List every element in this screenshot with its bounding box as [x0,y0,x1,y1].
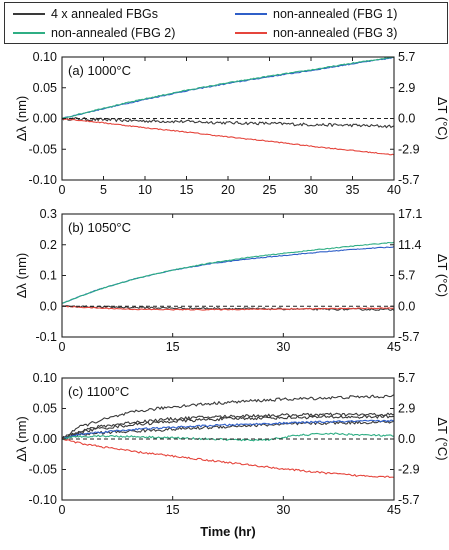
y-tick-label-2-2: 0.1 [40,269,57,283]
series-line-1-1 [61,116,395,129]
legend-item-fbg3: non-annealed (FBG 3) [235,24,397,42]
y-tick-label-2-1: 0.0 [40,299,57,313]
series-line-3-4 [61,420,395,440]
series-line-2-2 [61,246,395,304]
x-tick-label-1-3: 15 [180,183,194,197]
y-axis-label-2: Δλ (nm) [14,253,29,299]
y2-tick-label-2-0: -5.7 [398,330,420,344]
x-tick-label-1-1: 5 [100,183,107,197]
legend-label-fbg3: non-annealed (FBG 3) [273,26,398,40]
panel-1: 0 5 10 15 20 25 30 35 40 -0.10 -0.05 0.00 0.05 0.10 -5… [14,50,449,197]
x-tick-label-3-1: 15 [166,503,180,517]
y-tick-label-1-3: 0.05 [33,81,57,95]
series-line-2-1 [61,305,395,311]
y2-tick-label-3-0: -5.7 [398,493,420,507]
y-tick-label-3-1: -0.05 [29,463,58,477]
series-line-3-1 [61,394,395,440]
y2-tick-label-2-4: 17.1 [398,207,422,221]
y-tick-label-2-4: 0.3 [40,207,57,221]
series-line-3-7 [61,438,395,478]
legend: 4 x annealed FBGs non-annealed (FBG 1) n… [4,2,448,44]
y-tick-label-1-4: 0.10 [33,50,57,64]
series-line-3-3 [61,414,395,440]
panel-2: 0 15 30 45 -0.1 0.0 0.1 0.2 0.3 -5.7 0.0 5.7 11.4 17.… [14,207,449,354]
y2-tick-label-1-3: 2.9 [398,81,415,95]
series-line-1-4 [61,117,395,156]
y2-tick-label-3-1: -2.9 [398,463,420,477]
series-line-3-6 [61,432,395,442]
panel-3: 0 15 30 45 -0.10 -0.05 0.00 0.05 0.10 -5.7 -2.9 0.0… [14,371,449,517]
y2-axis-label-3: ΔT (°C) [435,417,449,460]
y-tick-label-3-2: 0.00 [33,432,57,446]
x-tick-label-1-7: 35 [346,183,360,197]
y2-tick-label-2-1: 0.0 [398,299,415,313]
y-axis-label-1: Δλ (nm) [14,96,29,142]
series-line-1-3 [61,56,395,119]
y2-tick-label-1-4: 5.7 [398,50,415,64]
y-tick-label-2-0: -0.1 [35,330,57,344]
y-tick-label-3-3: 0.05 [33,402,57,416]
legend-swatch-fbg2 [13,32,45,34]
x-tick-label-1-5: 25 [263,183,277,197]
x-tick-label-1-4: 20 [221,183,235,197]
y-tick-label-3-4: 0.10 [33,371,57,385]
legend-label-fbg2: non-annealed (FBG 2) [51,26,176,40]
x-tick-label-1-2: 10 [138,183,152,197]
y2-axis-label-1: ΔT (°C) [435,97,449,140]
y2-tick-label-2-3: 11.4 [398,238,421,252]
x-tick-label-1-8: 40 [387,183,401,197]
y2-tick-label-2-2: 5.7 [398,269,415,283]
series-line-2-3 [61,241,395,304]
x-tick-label-3-0: 0 [59,503,66,517]
y2-tick-label-3-4: 5.7 [398,371,415,385]
y2-tick-label-1-2: 0.0 [398,112,415,126]
x-tick-label-2-3: 45 [387,340,401,354]
y-tick-label-1-2: 0.00 [33,112,57,126]
y2-tick-label-1-1: -2.9 [398,142,420,156]
legend-swatch-fbg1 [235,13,267,15]
panel-title-2: (b) 1050°C [68,220,131,235]
x-tick-label-2-0: 0 [59,340,66,354]
y-tick-label-1-0: -0.10 [29,173,58,187]
y-tick-label-2-3: 0.2 [40,238,57,252]
y-axis-label-3: Δλ (nm) [14,416,29,462]
y-tick-label-3-0: -0.10 [29,493,58,507]
y-tick-label-1-1: -0.05 [29,142,58,156]
legend-item-annealed: 4 x annealed FBGs [13,5,158,23]
panel-title-3: (c) 1100°C [68,384,129,399]
y2-tick-label-3-2: 0.0 [398,432,415,446]
y2-axis-label-2: ΔT (°C) [435,254,449,297]
y2-tick-label-1-0: -5.7 [398,173,420,187]
legend-label-annealed: 4 x annealed FBGs [51,7,159,21]
legend-swatch-fbg3 [235,32,267,34]
y2-tick-label-3-3: 2.9 [398,402,415,416]
x-tick-label-1-0: 0 [59,183,66,197]
x-tick-label-2-2: 30 [276,340,290,354]
x-tick-label-3-2: 30 [276,503,290,517]
x-tick-label-1-6: 30 [304,183,318,197]
x-tick-label-3-3: 45 [387,503,401,517]
legend-item-fbg1: non-annealed (FBG 1) [235,5,397,23]
panel-title-1: (a) 1000°C [68,63,131,78]
series-line-3-5 [61,419,395,440]
x-tick-label-2-1: 15 [166,340,180,354]
series-line-2-4 [61,305,395,311]
legend-swatch-annealed [13,13,45,15]
x-axis-label: Time (hr) [200,524,255,539]
legend-item-fbg2: non-annealed (FBG 2) [13,24,175,42]
legend-label-fbg1: non-annealed (FBG 1) [273,7,398,21]
